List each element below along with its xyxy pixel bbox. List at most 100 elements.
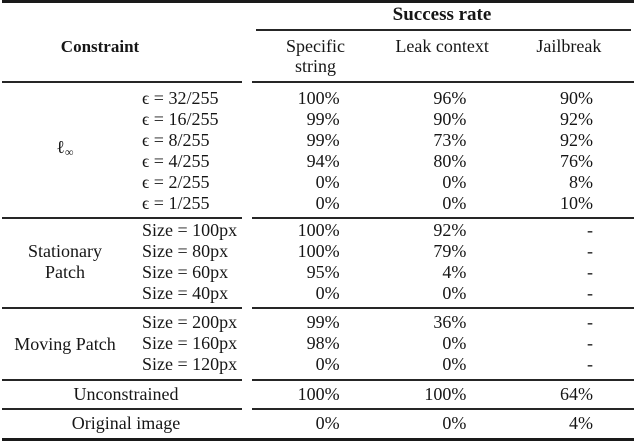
cell-leak-context: 0% bbox=[442, 193, 467, 213]
cell-leak-context: 4% bbox=[442, 262, 467, 282]
constraint-cell: Size = 60px bbox=[142, 262, 229, 282]
success-rate-header: Success rate bbox=[392, 4, 492, 25]
constraint-cell: ϵ = 2/255 bbox=[142, 172, 210, 192]
rule-under-header-left bbox=[2, 81, 242, 83]
constraint-cell: ϵ = 8/255 bbox=[142, 130, 210, 150]
cell-leak-context: 0% bbox=[442, 283, 467, 303]
rule-bottom bbox=[2, 438, 634, 441]
cell-leak-context: 79% bbox=[433, 241, 467, 261]
cell-leak-context: 0% bbox=[442, 333, 467, 353]
constraint-cell: ϵ = 16/255 bbox=[142, 109, 219, 129]
rule-after-stationary-left bbox=[2, 307, 242, 309]
table-row: ϵ = 1/255 0% 0% 10% bbox=[0, 193, 640, 214]
cell-leak-context: 100% bbox=[424, 384, 467, 404]
rule-under-header-right bbox=[252, 81, 634, 83]
cell-jailbreak: 64% bbox=[559, 384, 593, 404]
cell-leak-context: 92% bbox=[433, 220, 467, 240]
cell-jailbreak: 92% bbox=[559, 109, 593, 129]
column-header-jailbreak: Jailbreak bbox=[505, 36, 632, 56]
cell-specific-string: 99% bbox=[306, 312, 340, 332]
cell-jailbreak: 76% bbox=[559, 151, 593, 171]
table-row: ϵ = 2/255 0% 0% 8% bbox=[0, 172, 640, 193]
rule-under-success-rate bbox=[256, 29, 631, 31]
rule-after-moving-right bbox=[252, 379, 634, 381]
cell-specific-string: 100% bbox=[297, 220, 340, 240]
cell-jailbreak: - bbox=[586, 241, 593, 261]
group-label-text: Stationary Patch bbox=[28, 241, 102, 282]
cell-specific-string: 0% bbox=[315, 193, 340, 213]
cell-jailbreak: 4% bbox=[568, 413, 593, 433]
constraint-cell: Original image bbox=[71, 413, 181, 433]
column-header-label: Jailbreak bbox=[536, 36, 602, 56]
rule-after-unconstrained-left bbox=[2, 408, 242, 410]
section-linf: ϵ = 32/255 100% 96% 90% ϵ = 16/255 99% 9… bbox=[0, 88, 640, 214]
cell-leak-context: 73% bbox=[433, 130, 467, 150]
cell-leak-context: 36% bbox=[433, 312, 467, 332]
cell-specific-string: 100% bbox=[297, 384, 340, 404]
cell-leak-context: 0% bbox=[442, 354, 467, 374]
table-row: Size = 60px 95% 4% - bbox=[0, 262, 640, 283]
cell-jailbreak: 90% bbox=[559, 88, 593, 108]
cell-specific-string: 94% bbox=[306, 151, 340, 171]
rule-after-linf-right bbox=[252, 217, 634, 219]
infinity-subscript: ∞ bbox=[65, 145, 74, 159]
table-row: Size = 120px 0% 0% - bbox=[0, 354, 640, 375]
cell-specific-string: 95% bbox=[306, 262, 340, 282]
constraint-cell: Size = 40px bbox=[142, 283, 229, 303]
cell-jailbreak: - bbox=[586, 262, 593, 282]
cell-leak-context: 96% bbox=[433, 88, 467, 108]
cell-jailbreak: - bbox=[586, 312, 593, 332]
cell-jailbreak: 92% bbox=[559, 130, 593, 150]
cell-jailbreak: - bbox=[586, 220, 593, 240]
constraint-cell: Size = 100px bbox=[142, 220, 238, 240]
rule-top bbox=[2, 0, 634, 3]
cell-jailbreak: 8% bbox=[568, 172, 593, 192]
constraint-header: Constraint bbox=[60, 37, 140, 56]
cell-specific-string: 0% bbox=[315, 172, 340, 192]
constraint-cell: ϵ = 32/255 bbox=[142, 88, 219, 108]
group-label-linf: ℓ∞ bbox=[0, 136, 130, 159]
table-row: Size = 40px 0% 0% - bbox=[0, 283, 640, 304]
cell-specific-string: 0% bbox=[315, 413, 340, 433]
table-row: ϵ = 32/255 100% 96% 90% bbox=[0, 88, 640, 109]
rule-after-moving-left bbox=[2, 379, 242, 381]
column-header-leak-context: Leak context bbox=[379, 36, 506, 56]
column-header-label: Leak context bbox=[395, 36, 489, 56]
row-unconstrained: Unconstrained 100% 100% 64% bbox=[0, 382, 640, 407]
table-row: ϵ = 8/255 99% 73% 92% bbox=[0, 130, 640, 151]
table-row: Size = 200px 99% 36% - bbox=[0, 312, 640, 333]
section-stationary-patch: Size = 100px 100% 92% - Size = 80px 100%… bbox=[0, 220, 640, 304]
column-header-specific-string: Specific string bbox=[252, 36, 379, 76]
constraint-cell: ϵ = 4/255 bbox=[142, 151, 210, 171]
cell-specific-string: 98% bbox=[306, 333, 340, 353]
constraint-cell: Unconstrained bbox=[73, 384, 179, 404]
constraint-cell: Size = 80px bbox=[142, 241, 229, 261]
cell-specific-string: 99% bbox=[306, 130, 340, 150]
rule-after-linf-left bbox=[2, 217, 242, 219]
cell-specific-string: 100% bbox=[297, 88, 340, 108]
constraint-cell: Size = 160px bbox=[142, 333, 238, 353]
group-label-text: Moving Patch bbox=[14, 333, 116, 354]
cell-leak-context: 0% bbox=[442, 172, 467, 192]
group-label-stationary-patch: Stationary Patch bbox=[0, 241, 130, 283]
cell-jailbreak: - bbox=[586, 333, 593, 353]
row-original-image: Original image 0% 0% 4% bbox=[0, 410, 640, 436]
column-header-label: Specific string bbox=[286, 36, 345, 76]
rule-after-stationary-right bbox=[252, 307, 634, 309]
table-row: Size = 100px 100% 92% - bbox=[0, 220, 640, 241]
cell-jailbreak: - bbox=[586, 354, 593, 374]
table-row: Size = 160px 98% 0% - bbox=[0, 333, 640, 354]
table-row: ϵ = 4/255 94% 80% 76% bbox=[0, 151, 640, 172]
table-row: Size = 80px 100% 79% - bbox=[0, 241, 640, 262]
constraint-cell: Size = 120px bbox=[142, 354, 238, 374]
cell-specific-string: 100% bbox=[297, 241, 340, 261]
cell-jailbreak: 10% bbox=[559, 193, 593, 213]
section-moving-patch: Size = 200px 99% 36% - Size = 160px 98% … bbox=[0, 312, 640, 375]
table-row: ϵ = 16/255 99% 90% 92% bbox=[0, 109, 640, 130]
constraint-cell: Size = 200px bbox=[142, 312, 238, 332]
rule-after-unconstrained-right bbox=[252, 408, 634, 410]
cell-jailbreak: - bbox=[586, 283, 593, 303]
group-label-moving-patch: Moving Patch bbox=[0, 334, 130, 355]
cell-specific-string: 99% bbox=[306, 109, 340, 129]
